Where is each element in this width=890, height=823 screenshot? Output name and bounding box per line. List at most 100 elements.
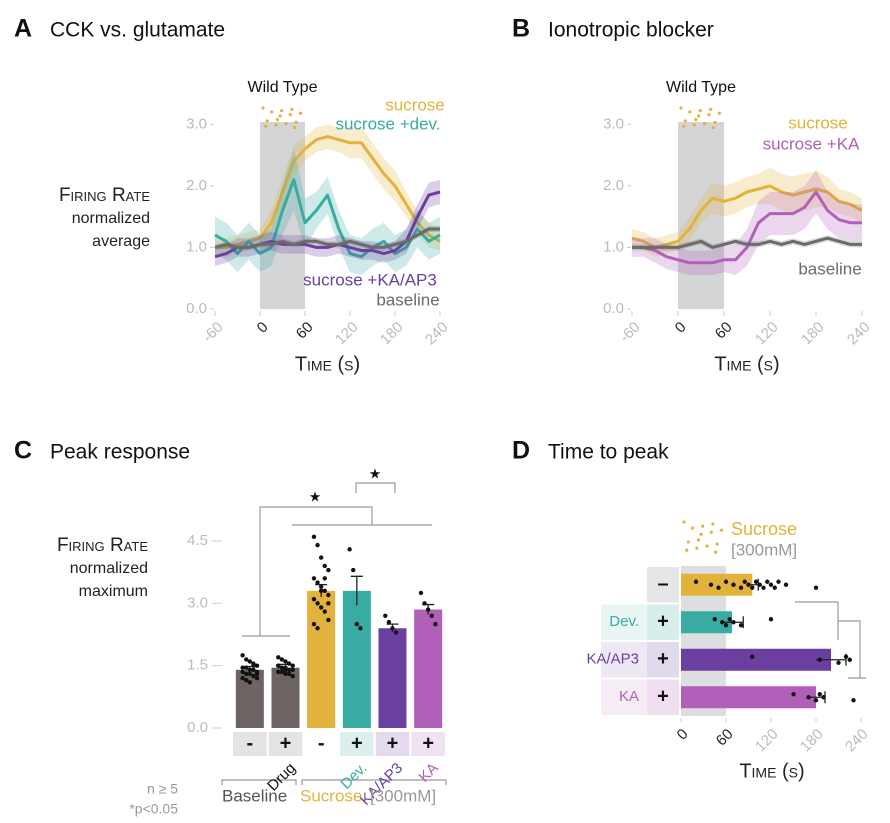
stimulus-dot — [709, 107, 713, 111]
stimulus-dot — [692, 123, 696, 127]
label-cell — [601, 604, 647, 640]
stimulus-dot — [294, 120, 298, 124]
y-tick-label: 0.0 — [603, 300, 624, 317]
data-point — [326, 617, 331, 623]
y-axis-label: maximum — [79, 583, 148, 600]
stimulus-dot — [695, 546, 699, 550]
condition-cell — [647, 604, 679, 640]
data-point — [738, 585, 744, 590]
data-point — [318, 555, 324, 560]
stimulus-dot — [711, 522, 715, 526]
condition-cell — [647, 642, 679, 678]
data-point — [768, 617, 774, 622]
condition-sign: + — [657, 611, 669, 633]
data-point — [821, 695, 826, 700]
bracket — [795, 601, 866, 679]
x-tick-label: 120 — [332, 319, 362, 349]
panel-letter: B — [512, 15, 530, 43]
x-tick-label: 60 — [712, 319, 736, 343]
data-point — [716, 585, 721, 590]
stimulus-dot — [682, 124, 686, 128]
data-point — [279, 669, 285, 675]
category-label: KA — [619, 688, 639, 705]
data-point — [290, 663, 295, 668]
panel-title: CCK vs. glutamate — [50, 19, 225, 42]
bar — [307, 590, 336, 728]
y-tick-label: 2.0 — [186, 177, 207, 194]
series-label: baseline — [798, 259, 861, 278]
x-tick-label: 120 — [752, 726, 782, 756]
series-label: sucrose — [788, 113, 848, 132]
condition-sign: - — [246, 732, 253, 754]
data-point — [311, 596, 317, 602]
data-point — [720, 620, 725, 625]
y-tick-label: 2.0 — [603, 177, 624, 194]
data-point — [240, 675, 245, 681]
data-point — [315, 542, 320, 548]
y-tick-label: 4.5 — [187, 532, 208, 549]
x-tick-label: 240 — [422, 319, 452, 349]
annotation: Wild Type — [248, 79, 318, 96]
data-point — [806, 695, 811, 700]
series-label: sucrose +dev. — [335, 114, 440, 133]
condition-cell — [340, 732, 374, 756]
data-point — [247, 667, 253, 673]
y-tick-label: 0.0 — [186, 300, 207, 317]
data-point — [290, 667, 295, 673]
panel-title: Peak response — [50, 441, 190, 464]
y-tick-label: 1.0 — [186, 238, 207, 255]
y-tick-label: 0.0 — [187, 719, 208, 736]
data-point — [240, 653, 245, 658]
data-point — [817, 657, 822, 662]
data-point — [311, 576, 317, 581]
data-point — [326, 592, 331, 598]
y-axis-label: normalized — [70, 560, 148, 577]
stimulus-dot — [717, 111, 722, 115]
data-point — [276, 669, 281, 675]
stimulus-dot — [278, 114, 282, 118]
series-line — [632, 190, 862, 265]
data-point — [315, 601, 320, 606]
data-point — [351, 567, 356, 573]
x-tick-label: 60 — [713, 726, 737, 750]
data-point — [244, 665, 249, 670]
data-point — [322, 588, 327, 594]
series-line — [215, 135, 441, 249]
data-point — [244, 671, 249, 677]
data-point — [746, 582, 751, 587]
stimulus-dot — [690, 526, 695, 530]
group-bracket — [221, 779, 447, 785]
note: *p<0.05 — [129, 801, 178, 817]
data-point — [286, 671, 292, 677]
data-point — [247, 659, 253, 664]
stimulus-dot — [699, 532, 703, 536]
data-point — [283, 659, 288, 664]
data-point — [765, 579, 770, 584]
data-point — [251, 673, 256, 679]
data-point — [315, 626, 320, 631]
stimulus-dot — [713, 120, 717, 124]
series-line — [631, 184, 863, 249]
data-point — [731, 620, 736, 625]
condition-sign: + — [657, 686, 669, 708]
data-point — [708, 582, 714, 587]
data-point — [851, 698, 856, 703]
data-point — [723, 623, 729, 628]
bar — [235, 669, 264, 728]
data-point — [723, 579, 729, 584]
category-label: KA — [416, 760, 442, 786]
x-tick-label: 240 — [844, 319, 874, 349]
data-point — [761, 585, 766, 590]
stimulus-dot — [269, 110, 274, 114]
data-point — [712, 617, 717, 622]
stimulus-dot — [694, 118, 698, 122]
group-label: Sucrose — [300, 786, 362, 805]
stimulus-dot — [280, 109, 284, 113]
bar — [681, 648, 831, 671]
data-point — [290, 673, 295, 679]
stimulus-dot — [298, 111, 303, 115]
x-tick-label: 0 — [254, 319, 272, 337]
stimulus-dot — [685, 548, 689, 552]
data-point — [731, 582, 736, 587]
stimulus-dot — [679, 106, 683, 110]
